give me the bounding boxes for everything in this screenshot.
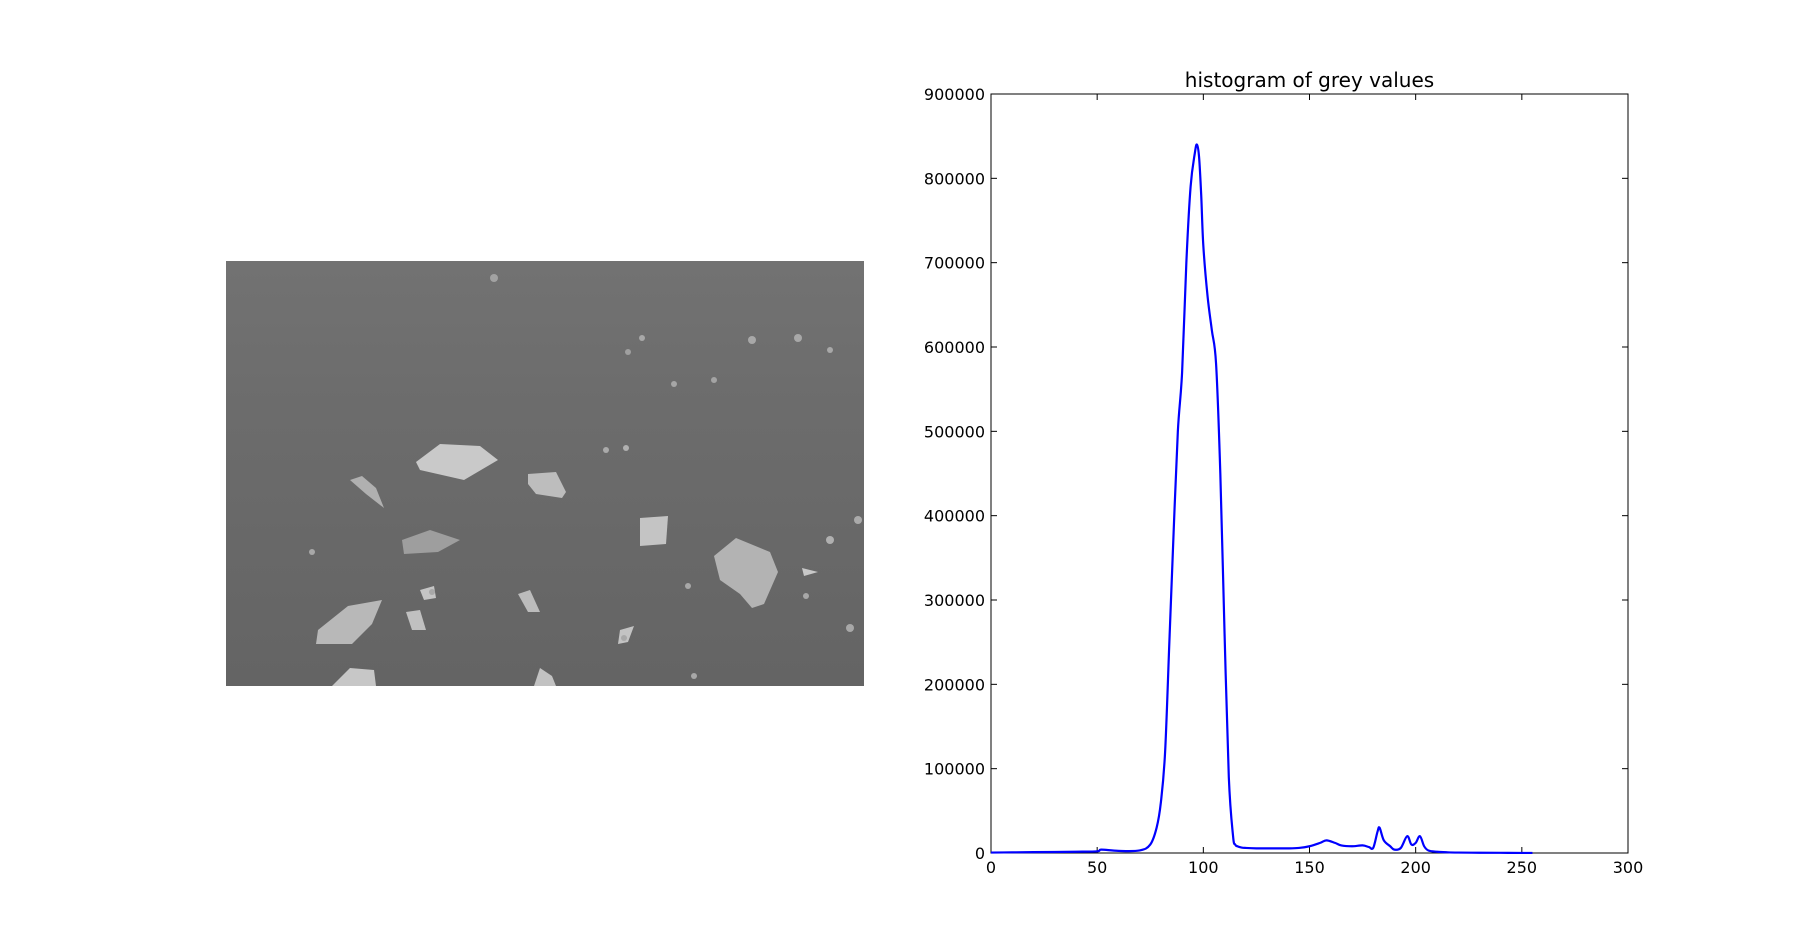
plot-frame	[990, 93, 1629, 854]
y-tick-label: 300000	[924, 591, 985, 610]
series-line	[990, 143, 1533, 855]
micrograph-image	[226, 261, 864, 686]
x-tick-label: 300	[1613, 858, 1644, 877]
y-tick-label: 400000	[924, 507, 985, 526]
flake	[332, 668, 376, 686]
flake	[402, 530, 460, 554]
y-axis: 0 100000 200000 300000 400000 500000 600000 700…	[924, 85, 1628, 863]
x-tick-label: 250	[1507, 858, 1538, 877]
flake	[350, 476, 384, 508]
x-tick-label: 0	[986, 858, 996, 877]
y-tick-label: 600000	[924, 338, 985, 357]
x-tick-label: 200	[1400, 858, 1431, 877]
histogram-chart: histogram of grey values 0 50 100 150 200 250…	[924, 68, 1643, 877]
y-tick-label: 800000	[924, 169, 985, 188]
x-tick-label: 50	[1087, 858, 1107, 877]
flake	[416, 444, 498, 480]
flake	[714, 538, 778, 608]
y-tick-label: 100000	[924, 760, 985, 779]
flake	[534, 668, 556, 686]
y-tick-label: 900000	[924, 85, 985, 104]
x-axis: 0 50 100 150 200 250 300	[986, 94, 1643, 877]
flake	[528, 472, 566, 498]
chart-title: histogram of grey values	[1185, 68, 1434, 92]
y-tick-label: 200000	[924, 675, 985, 694]
flake	[316, 600, 382, 644]
y-tick-label: 0	[975, 844, 985, 863]
flake	[406, 610, 426, 630]
y-tick-label: 500000	[924, 422, 985, 441]
flake	[802, 568, 818, 576]
flake	[640, 516, 668, 546]
y-tick-label: 700000	[924, 254, 985, 273]
x-tick-label: 100	[1188, 858, 1219, 877]
x-tick-label: 150	[1294, 858, 1325, 877]
flake	[518, 590, 540, 612]
